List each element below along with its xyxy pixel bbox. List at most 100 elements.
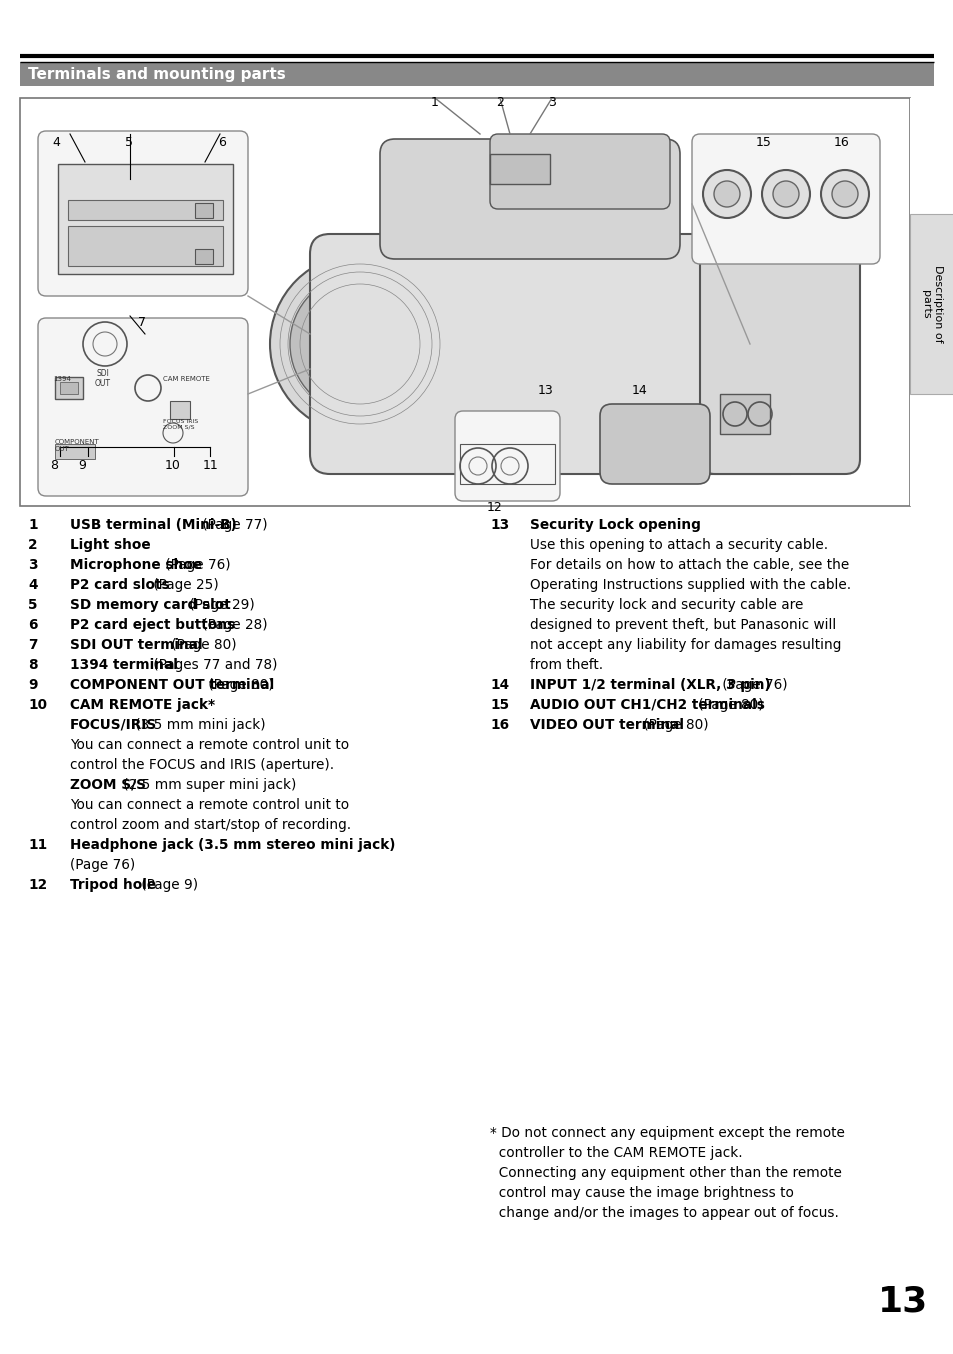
Text: CAM REMOTE: CAM REMOTE	[163, 376, 210, 382]
Bar	[490, 154, 550, 184]
Text: control the FOCUS and IRIS (aperture).: control the FOCUS and IRIS (aperture).	[70, 758, 334, 772]
Bar	[720, 394, 769, 435]
Text: Terminals and mounting parts: Terminals and mounting parts	[28, 66, 286, 81]
Text: 3: 3	[28, 558, 37, 571]
Text: SDI
OUT: SDI OUT	[95, 370, 111, 389]
Text: Connecting any equipment other than the remote: Connecting any equipment other than the …	[490, 1166, 841, 1179]
Text: (Page 25): (Page 25)	[149, 578, 218, 592]
Bar	[20, 97, 909, 506]
Circle shape	[772, 181, 799, 207]
Text: 15: 15	[755, 135, 771, 149]
Text: (Page 80): (Page 80)	[167, 638, 236, 653]
Text: Light shoe: Light shoe	[70, 538, 151, 552]
Text: Description of
parts: Description of parts	[921, 265, 942, 343]
Text: 2: 2	[28, 538, 37, 552]
Text: 5: 5	[28, 598, 37, 612]
Text: 4: 4	[28, 578, 37, 592]
FancyBboxPatch shape	[38, 318, 248, 496]
Text: 10: 10	[28, 699, 47, 712]
Text: 1: 1	[28, 519, 37, 532]
Text: 8: 8	[28, 658, 37, 672]
Bar	[194, 203, 213, 218]
Bar	[194, 249, 213, 264]
Text: FOCUS/IRIS: FOCUS/IRIS	[70, 718, 157, 733]
FancyBboxPatch shape	[310, 234, 809, 474]
Text: control zoom and start/stop of recording.: control zoom and start/stop of recording…	[70, 818, 351, 831]
Text: Headphone jack (3.5 mm stereo mini jack): Headphone jack (3.5 mm stereo mini jack)	[70, 838, 395, 852]
Circle shape	[702, 171, 750, 218]
Circle shape	[290, 274, 430, 414]
FancyBboxPatch shape	[455, 412, 559, 501]
Text: 9: 9	[28, 678, 37, 692]
Circle shape	[713, 181, 740, 207]
Text: 9: 9	[78, 459, 86, 473]
FancyBboxPatch shape	[379, 139, 679, 259]
Text: 7: 7	[138, 315, 146, 329]
Text: VIDEO OUT terminal: VIDEO OUT terminal	[530, 718, 683, 733]
Text: (Page 80): (Page 80)	[203, 678, 273, 692]
Text: Tripod hole: Tripod hole	[70, 877, 156, 892]
Text: (Page 9): (Page 9)	[136, 877, 198, 892]
Bar	[459, 444, 555, 483]
Text: (2.5 mm super mini jack): (2.5 mm super mini jack)	[118, 779, 295, 792]
Text: 7: 7	[28, 638, 37, 653]
Text: (Pages 77 and 78): (Pages 77 and 78)	[149, 658, 277, 672]
Text: 14: 14	[632, 385, 647, 397]
Circle shape	[821, 171, 868, 218]
Text: P2 card eject buttons: P2 card eject buttons	[70, 617, 234, 632]
Text: controller to the CAM REMOTE jack.: controller to the CAM REMOTE jack.	[490, 1145, 741, 1160]
Text: P2 card slots: P2 card slots	[70, 578, 170, 592]
Text: FOCUS IRIS
ZOOM S/S: FOCUS IRIS ZOOM S/S	[163, 418, 198, 429]
Text: 14: 14	[490, 678, 509, 692]
Text: 11: 11	[203, 459, 218, 473]
Text: Microphone shoe: Microphone shoe	[70, 558, 202, 571]
Text: You can connect a remote control unit to: You can connect a remote control unit to	[70, 738, 349, 751]
Text: 12: 12	[487, 501, 502, 515]
Text: (Page 76): (Page 76)	[70, 858, 135, 872]
Bar	[170, 401, 190, 418]
Text: (Page 28): (Page 28)	[197, 617, 267, 632]
Text: (Page 77): (Page 77)	[197, 519, 267, 532]
Text: For details on how to attach the cable, see the: For details on how to attach the cable, …	[530, 558, 848, 571]
Bar	[60, 382, 78, 394]
Bar	[55, 444, 95, 459]
Text: 13: 13	[490, 519, 509, 532]
Text: 3: 3	[547, 96, 556, 110]
Text: USB terminal (Mini-B): USB terminal (Mini-B)	[70, 519, 236, 532]
Text: (Page 76): (Page 76)	[161, 558, 231, 571]
Circle shape	[312, 297, 408, 393]
Text: AUDIO OUT CH1/CH2 terminals: AUDIO OUT CH1/CH2 terminals	[530, 699, 764, 712]
Text: 6: 6	[218, 135, 226, 149]
Text: 16: 16	[490, 718, 509, 733]
Text: The security lock and security cable are: The security lock and security cable are	[530, 598, 802, 612]
Text: 2: 2	[496, 96, 503, 110]
Text: (Page 80): (Page 80)	[639, 718, 708, 733]
Text: (Page 29): (Page 29)	[185, 598, 254, 612]
Text: control may cause the image brightness to: control may cause the image brightness t…	[490, 1186, 793, 1200]
Text: 1394 terminal: 1394 terminal	[70, 658, 177, 672]
Text: SD memory card slot: SD memory card slot	[70, 598, 231, 612]
Bar	[909, 214, 953, 394]
Text: ZOOM S/S: ZOOM S/S	[70, 779, 146, 792]
Text: COMPONENT
OUT: COMPONENT OUT	[55, 439, 100, 452]
FancyBboxPatch shape	[38, 131, 248, 297]
Circle shape	[270, 255, 450, 435]
Text: 6: 6	[28, 617, 37, 632]
Text: 5: 5	[125, 135, 132, 149]
Text: from theft.: from theft.	[530, 658, 602, 672]
Text: 12: 12	[28, 877, 47, 892]
Text: 10: 10	[165, 459, 181, 473]
Text: change and/or the images to appear out of focus.: change and/or the images to appear out o…	[490, 1206, 838, 1220]
Bar	[68, 226, 223, 265]
Text: 15: 15	[490, 699, 509, 712]
Text: 16: 16	[833, 135, 849, 149]
Bar	[68, 200, 223, 219]
Bar	[20, 62, 933, 87]
Text: 1394: 1394	[53, 376, 71, 382]
Circle shape	[761, 171, 809, 218]
Text: SDI OUT terminal: SDI OUT terminal	[70, 638, 202, 653]
Text: INPUT 1/2 terminal (XLR, 3 pin): INPUT 1/2 terminal (XLR, 3 pin)	[530, 678, 770, 692]
Text: You can connect a remote control unit to: You can connect a remote control unit to	[70, 798, 349, 812]
Text: Use this opening to attach a security cable.: Use this opening to attach a security ca…	[530, 538, 827, 552]
Text: CAM REMOTE jack*: CAM REMOTE jack*	[70, 699, 214, 712]
